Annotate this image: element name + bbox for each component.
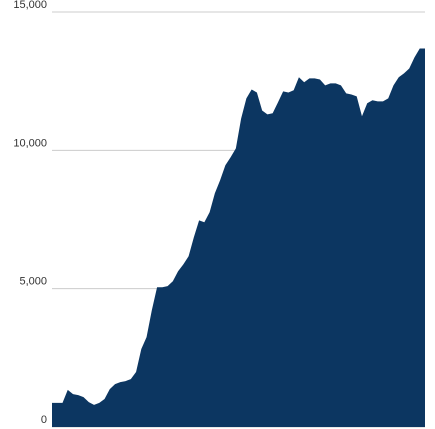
y-tick-label: 10,000 (13, 137, 47, 149)
area (52, 48, 425, 428)
y-tick-label: 0 (41, 414, 47, 426)
y-tick-label: 5,000 (19, 276, 47, 288)
y-tick-label: 15,000 (13, 0, 47, 11)
